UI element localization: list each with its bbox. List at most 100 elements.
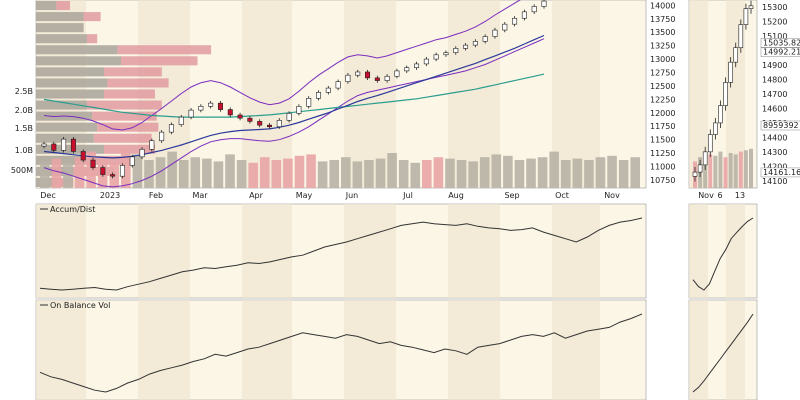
volume-bar: [479, 157, 490, 188]
price-by-volume-bar-up: [36, 89, 104, 99]
sma-long-line: [43, 73, 545, 118]
price-by-volume-bar-up: [36, 23, 84, 33]
price-by-volume-bar-up: [36, 100, 87, 110]
x-axis-label: Mar: [192, 191, 208, 200]
price-label-box: [760, 167, 800, 178]
inset-month-band: [726, 300, 745, 400]
candle-body: [521, 11, 527, 19]
candle-body: [306, 97, 312, 107]
inset-x-axis-label: 6: [717, 191, 722, 200]
candle-body: [276, 120, 282, 128]
price-by-volume-bar-down: [104, 67, 162, 77]
candle-body: [208, 102, 214, 107]
bollinger-lower-line: [43, 38, 545, 188]
inset-price-label: 8959392: [763, 121, 799, 130]
price-by-volume-bar-up: [36, 67, 104, 77]
month-band: [36, 300, 86, 400]
inset-volume-bar: [749, 148, 753, 188]
obv-title: On Balance Vol: [40, 301, 110, 310]
price-by-volume-bar-down: [121, 56, 198, 66]
inset-volume-bar: [728, 153, 733, 188]
obv-panel: [35, 299, 647, 400]
inset-candle-body: [718, 105, 723, 124]
inset-y-axis-label: 15100: [762, 32, 787, 41]
accum-dist-line: [39, 217, 643, 291]
month-band: [552, 0, 600, 188]
y-axis-label: 11000: [650, 163, 675, 172]
inset-candle-body: [713, 122, 718, 135]
price-by-volume-bar-down: [83, 155, 135, 165]
inset-candle-body: [692, 171, 698, 177]
x-axis-label: Jul: [402, 191, 413, 200]
inset-y-axis-label: 14300: [762, 148, 787, 157]
volume-bar: [537, 157, 548, 188]
candle-body: [325, 87, 331, 93]
obv-line: [39, 313, 643, 393]
price-by-volume-bar-up: [36, 34, 87, 44]
month-band: [242, 204, 292, 298]
candle-body: [296, 106, 302, 114]
y-axis-label: 13000: [650, 55, 675, 64]
inset-volume-bar: [743, 150, 748, 188]
candle-body: [61, 138, 67, 151]
y-axis-label: 11250: [650, 149, 675, 158]
month-band: [344, 204, 396, 298]
volume-bar: [236, 160, 247, 188]
volume-bar: [503, 155, 513, 188]
volume-bar: [364, 160, 374, 188]
volume-bar: [271, 160, 282, 188]
candle-body: [531, 6, 537, 13]
price-by-volume-bar-up: [36, 56, 121, 66]
y-axis-label: 10750: [650, 176, 675, 185]
y-axis-label: 11500: [650, 136, 675, 145]
volume-bar: [213, 161, 224, 188]
inset-y-axis-label: 15300: [762, 3, 787, 12]
volume-bar: [225, 154, 235, 188]
accum-dist-title-text: Accum/Dist: [50, 205, 95, 214]
volume-bar: [526, 158, 536, 188]
price-label-box: [760, 38, 800, 48]
inset-y-axis-label: 14200: [762, 162, 787, 171]
volume-axis-label: 1.5B: [15, 124, 33, 133]
accum-dist-title: Accum/Dist: [40, 205, 95, 214]
candle-body: [247, 117, 253, 122]
volume-bar: [329, 160, 339, 188]
candle-body: [316, 92, 322, 99]
volume-bar: [341, 157, 351, 188]
volume-bar: [375, 158, 386, 188]
x-axis-label: Feb: [149, 191, 163, 200]
inset-volume-bar: [703, 158, 708, 188]
inset-candle-body: [728, 61, 733, 83]
price-by-volume-bar-up: [36, 1, 57, 11]
volume-axis-label: 1.0B: [15, 146, 33, 155]
obv-title-text: On Balance Vol: [50, 301, 110, 310]
volume-bar: [132, 154, 143, 188]
price-by-volume-bar-up: [36, 144, 104, 154]
candle-body: [257, 121, 263, 126]
volume-bar: [63, 162, 73, 188]
volume-bar: [584, 160, 594, 188]
x-axis-label: Nov: [604, 191, 620, 200]
inset-obv-line: [692, 313, 754, 393]
inset-y-axis-label: 14800: [762, 76, 787, 85]
price-by-volume-bar-down: [93, 133, 152, 143]
y-axis-label: 12000: [650, 109, 675, 118]
price-by-volume-bar-up: [36, 122, 98, 132]
volume-bar: [259, 157, 270, 188]
volume-bar: [398, 160, 409, 188]
price-by-volume-bar-down: [87, 100, 162, 110]
candle-body: [159, 131, 165, 142]
candle-body: [266, 124, 272, 128]
inset-y-axis-label: 14600: [762, 104, 787, 113]
month-band: [448, 204, 500, 298]
volume-bar: [86, 151, 96, 188]
inset-candle-body: [723, 82, 728, 106]
volume-bar: [491, 154, 502, 188]
inset-candle-body: [733, 47, 739, 63]
candle-body: [463, 44, 469, 49]
price-by-volume-bar-down: [56, 1, 70, 11]
x-axis-label: Jun: [345, 191, 359, 200]
candle-body: [433, 54, 439, 60]
candle-body: [217, 102, 223, 110]
candle-body: [227, 109, 233, 116]
